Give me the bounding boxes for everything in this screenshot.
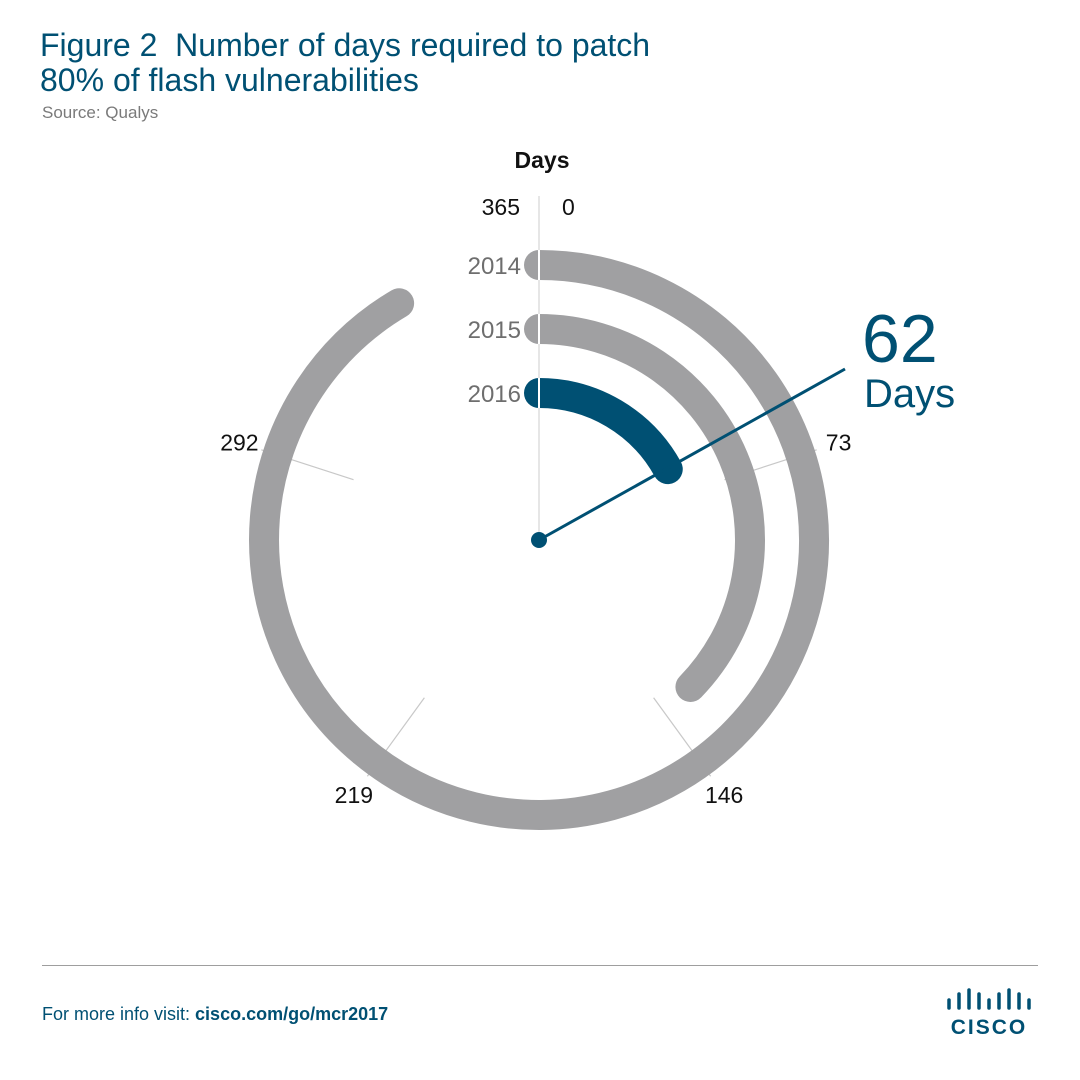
series-label-2014: 2014 (468, 253, 521, 280)
series-label-2016: 2016 (468, 381, 521, 408)
callout-line (538, 367, 846, 542)
arc-2014 (249, 250, 829, 830)
tick-label-146: 146 (705, 782, 743, 808)
tick-label-365: 365 (482, 194, 520, 220)
title-line-1: Figure 2 Number of days required to patc… (40, 27, 651, 63)
tick-label-73: 73 (826, 430, 852, 456)
cisco-bars-icon (947, 988, 1031, 1010)
arc-start-cap-2015 (538, 314, 540, 344)
arc-start-cap-2016 (538, 378, 540, 408)
chart-title: Figure 2 Number of days required to patc… (40, 28, 940, 98)
source-note: Source: Qualys (42, 103, 159, 122)
callout-value: 62 (862, 301, 938, 377)
arc-2015 (524, 314, 765, 702)
callout-unit: Days (864, 372, 955, 416)
axis-title: Days (515, 147, 570, 173)
center-dot (531, 532, 547, 548)
cisco-wordmark: CISCO (950, 1016, 1028, 1039)
arc-2016 (524, 378, 683, 485)
footer-link[interactable]: cisco.com/go/mcr2017 (195, 1004, 389, 1024)
title-line-2: 80% of flash vulnerabilities (40, 62, 419, 98)
series-label-2015: 2015 (468, 317, 521, 344)
tick-label-219: 219 (335, 782, 373, 808)
arc-start-cap-2014 (538, 250, 540, 280)
footer-divider (42, 965, 1038, 966)
tick-label-0: 0 (562, 194, 575, 220)
cisco-logo: CISCO (944, 988, 1034, 1040)
tick-label-292: 292 (220, 430, 258, 456)
footer-info: For more info visit: cisco.com/go/mcr201… (42, 1004, 388, 1025)
footer-prefix: For more info visit: (42, 1004, 196, 1024)
